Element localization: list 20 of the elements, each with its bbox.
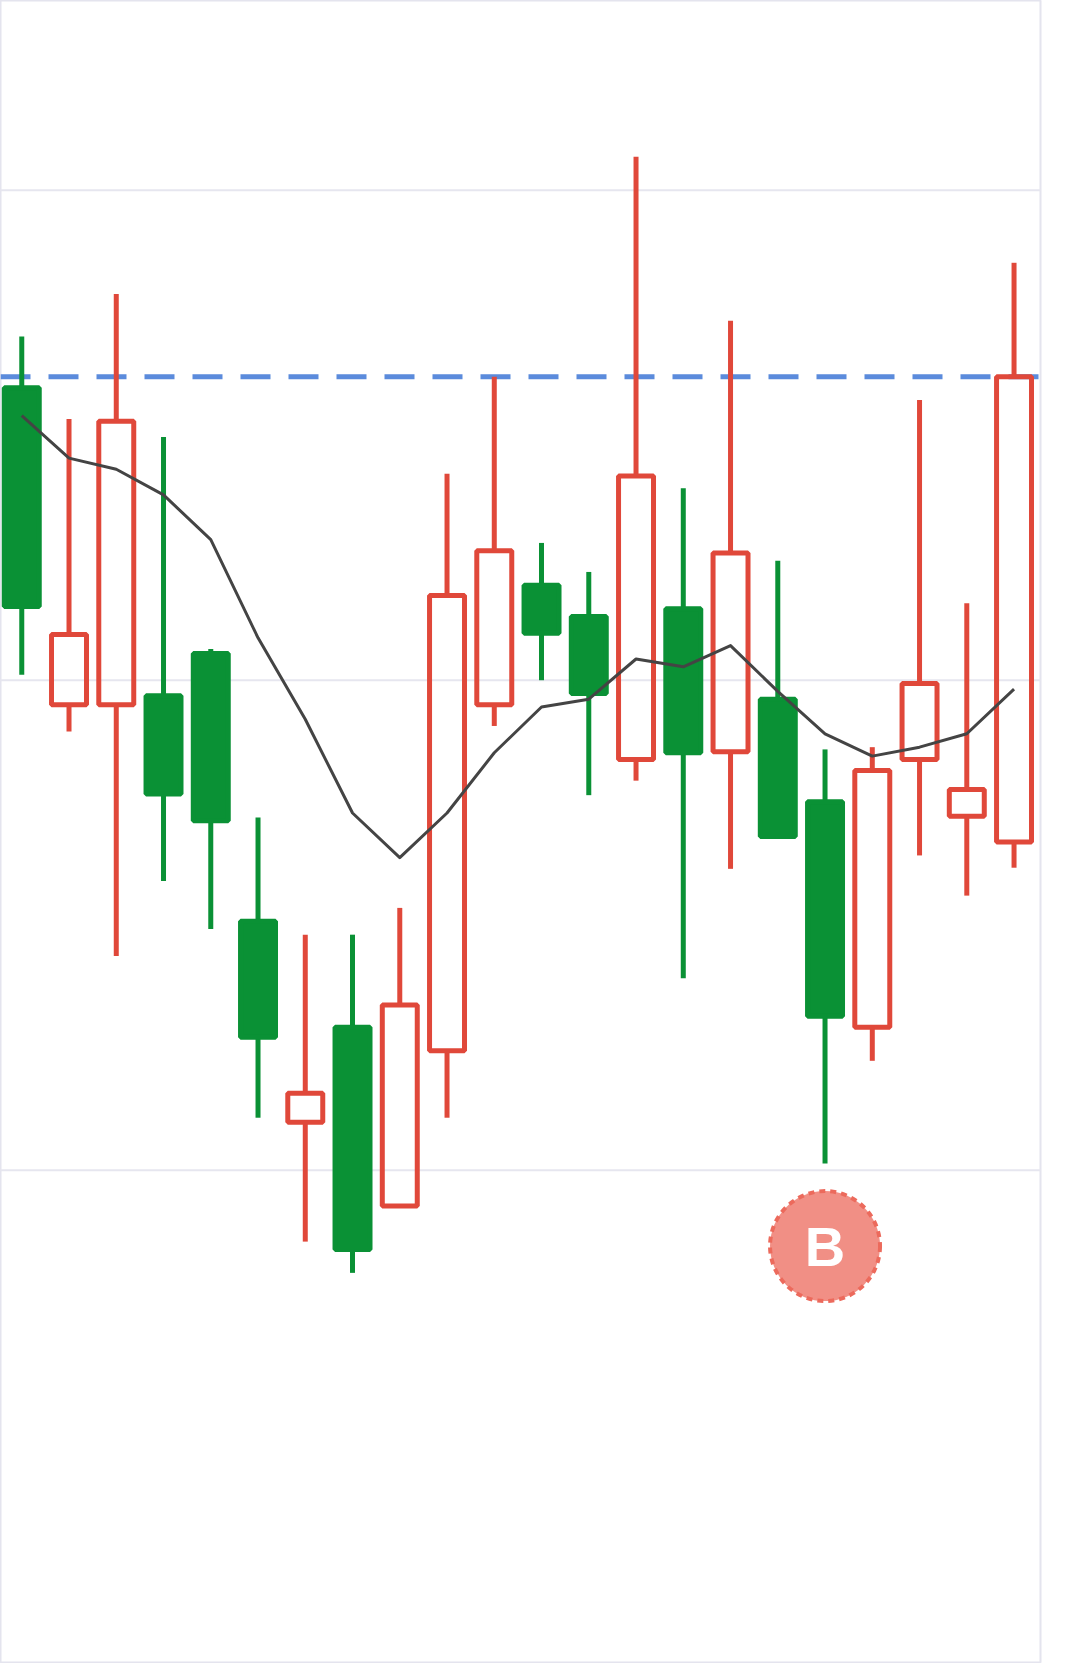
- candlestick: [899, 400, 940, 856]
- candlestick: [96, 294, 137, 956]
- candlestick: [238, 817, 278, 1118]
- series-label: B: [804, 1214, 846, 1278]
- candlestick: [852, 747, 893, 1061]
- candlestick: [663, 488, 704, 979]
- candlestick: [805, 749, 846, 1164]
- candlestick: [427, 473, 468, 1118]
- candlestick: [332, 934, 373, 1273]
- candlestick: [710, 320, 751, 869]
- candlestick: [285, 934, 326, 1242]
- candlestick: [474, 376, 515, 726]
- candlestick: [616, 156, 657, 781]
- candlestick: [143, 436, 184, 882]
- candlestick: [521, 542, 562, 681]
- candlestick: [1, 336, 42, 675]
- candlestick: [49, 419, 89, 732]
- candlestick: [994, 262, 1035, 868]
- candlestick: [946, 603, 987, 896]
- candlestick: [568, 571, 609, 796]
